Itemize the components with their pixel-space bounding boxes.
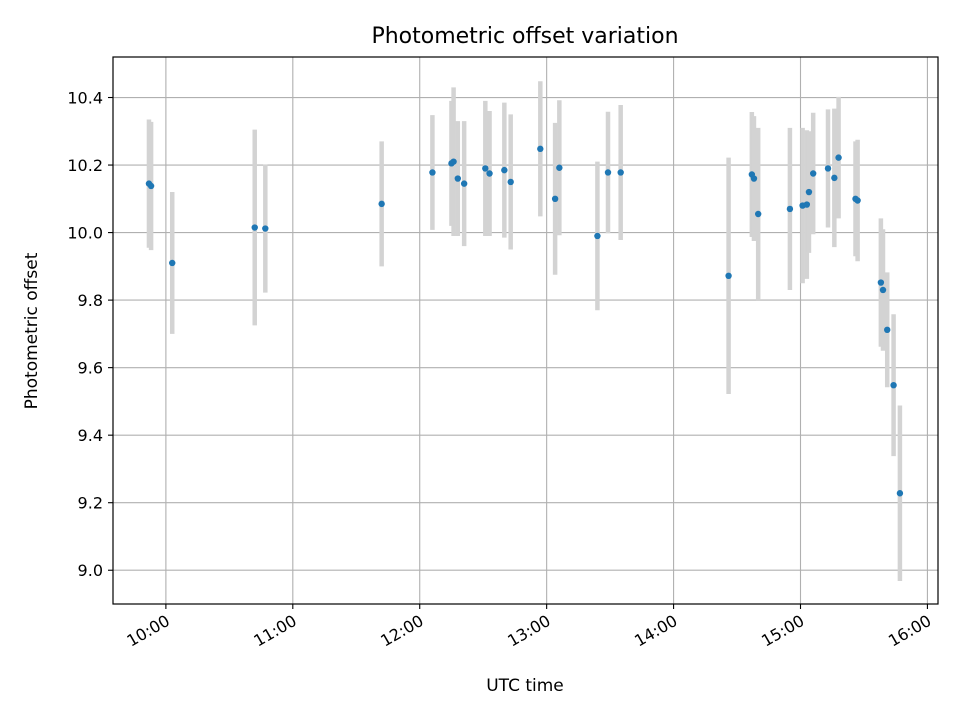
data-point [262,225,269,232]
x-tick-label: 10:00 [123,611,172,651]
data-point [835,154,842,161]
x-tick-label: 15:00 [758,611,807,651]
data-point [805,188,813,196]
data-points [145,145,904,497]
data-point [501,166,508,174]
data-point [169,259,176,267]
data-point [551,195,559,203]
data-point [879,286,887,294]
y-tick-label: 9.4 [78,426,103,445]
data-point [482,165,489,172]
x-tick-label: 12:00 [377,611,426,651]
data-point [486,170,493,177]
plot-frame [112,56,939,605]
data-point [831,174,838,182]
data-point [890,382,897,389]
data-point [725,272,732,279]
x-tick-label: 13:00 [504,611,553,651]
data-point [378,200,385,208]
data-point [507,178,514,186]
error-bars [146,81,903,582]
data-point [854,197,861,204]
y-axis-ticks: 9.0 9.2 9.4 9.6 9.8 10.0 10.2 10.4 [67,89,113,580]
data-point [617,169,624,176]
data-point [556,164,563,171]
data-point [754,210,762,218]
data-point [251,224,258,231]
data-point [147,182,155,190]
data-point [429,169,436,176]
data-point [824,165,832,172]
data-point [884,326,891,334]
data-point [896,490,904,497]
data-point [450,158,457,165]
data-point [809,170,817,177]
data-point [460,180,468,187]
y-tick-label: 9.6 [78,359,103,378]
x-tick-label: 16:00 [885,611,934,651]
data-point [750,175,758,182]
y-tick-label: 10.4 [67,89,103,108]
y-tick-label: 10.0 [67,224,103,243]
chart-title: Photometric offset variation [371,24,678,49]
x-tick-label: 11:00 [250,611,299,651]
x-axis-ticks: 10:00 11:00 12:00 13:00 14:00 15:00 16:00 [123,604,934,651]
y-tick-label: 9.0 [78,561,103,580]
x-axis-label: UTC time [486,676,564,696]
y-tick-label: 9.8 [78,291,103,310]
data-point [537,145,544,153]
y-tick-label: 9.2 [78,494,103,513]
x-tick-label: 14:00 [631,611,680,651]
y-tick-label: 10.2 [67,156,103,175]
y-axis-label: Photometric offset [22,252,42,409]
data-point [604,169,612,176]
data-point [454,175,462,182]
data-point [803,201,811,208]
data-point [786,205,794,213]
data-point [594,232,601,240]
data-point [877,279,885,286]
